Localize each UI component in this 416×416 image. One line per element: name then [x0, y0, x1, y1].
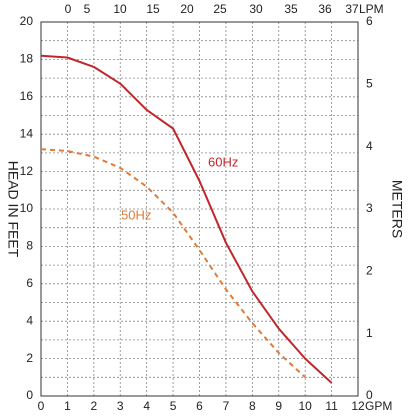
- y-tick-label: 4: [26, 313, 33, 327]
- y-tick-label: 16: [20, 89, 34, 103]
- y-tick-label: 20: [20, 14, 34, 28]
- y-tick-label: 14: [20, 126, 34, 140]
- x-tick-label: 2: [90, 399, 97, 413]
- x2-tick-label: 37: [345, 2, 359, 16]
- series-label: 60Hz: [208, 154, 238, 169]
- y-tick-label: 6: [26, 276, 33, 290]
- series-label: 50Hz: [121, 207, 151, 222]
- y2-tick-label: 5: [366, 77, 373, 91]
- x-tick-label: 11: [325, 399, 338, 413]
- x-tick-label: 0: [38, 399, 45, 413]
- x-tick-label: 9: [275, 399, 282, 413]
- x-tick-label: 1: [64, 399, 71, 413]
- x2-tick-label: 10: [113, 2, 127, 16]
- y2-tick-label: 1: [366, 326, 373, 340]
- x-unit: GPM: [365, 399, 392, 413]
- x-tick-label: 3: [117, 399, 124, 413]
- y-tick-label: 2: [26, 351, 33, 365]
- y2-tick-label: 4: [366, 139, 373, 153]
- x2-tick-label: 5: [84, 2, 91, 16]
- x2-tick-label: 20: [180, 2, 194, 16]
- x2-tick-label: 0: [65, 2, 72, 16]
- y2-axis-label: METERS: [389, 180, 405, 238]
- y2-tick-label: 0: [366, 388, 373, 402]
- y-tick-label: 18: [20, 52, 34, 66]
- x2-tick-label: 35: [284, 2, 298, 16]
- x-tick-label: 10: [298, 399, 312, 413]
- x-tick-label: 4: [143, 399, 150, 413]
- y-tick-label: 8: [26, 239, 33, 253]
- plot-frame: [40, 21, 359, 397]
- y2-tick-label: 2: [366, 264, 373, 278]
- y2-tick-label: 3: [366, 201, 373, 215]
- y-axis-label: HEAD IN FEET: [5, 161, 21, 258]
- x2-tick-label: 30: [249, 2, 263, 16]
- x-tick-label: 12: [351, 399, 365, 413]
- x-tick-label: 7: [223, 399, 230, 413]
- y2-tick-label: 6: [366, 14, 373, 28]
- series-line: [40, 54, 333, 384]
- x2-tick-label: 36: [318, 2, 332, 16]
- x2-tick-label: 25: [213, 2, 227, 16]
- y-tick-label: 0: [26, 388, 33, 402]
- y-tick-label: 12: [20, 164, 34, 178]
- x2-unit: LPM: [359, 2, 384, 16]
- x-tick-label: 6: [196, 399, 203, 413]
- x-tick-label: 8: [249, 399, 256, 413]
- x-tick-label: 5: [170, 399, 177, 413]
- y-tick-label: 10: [20, 201, 34, 215]
- x2-tick-label: 15: [146, 2, 160, 16]
- series-line: [40, 148, 306, 379]
